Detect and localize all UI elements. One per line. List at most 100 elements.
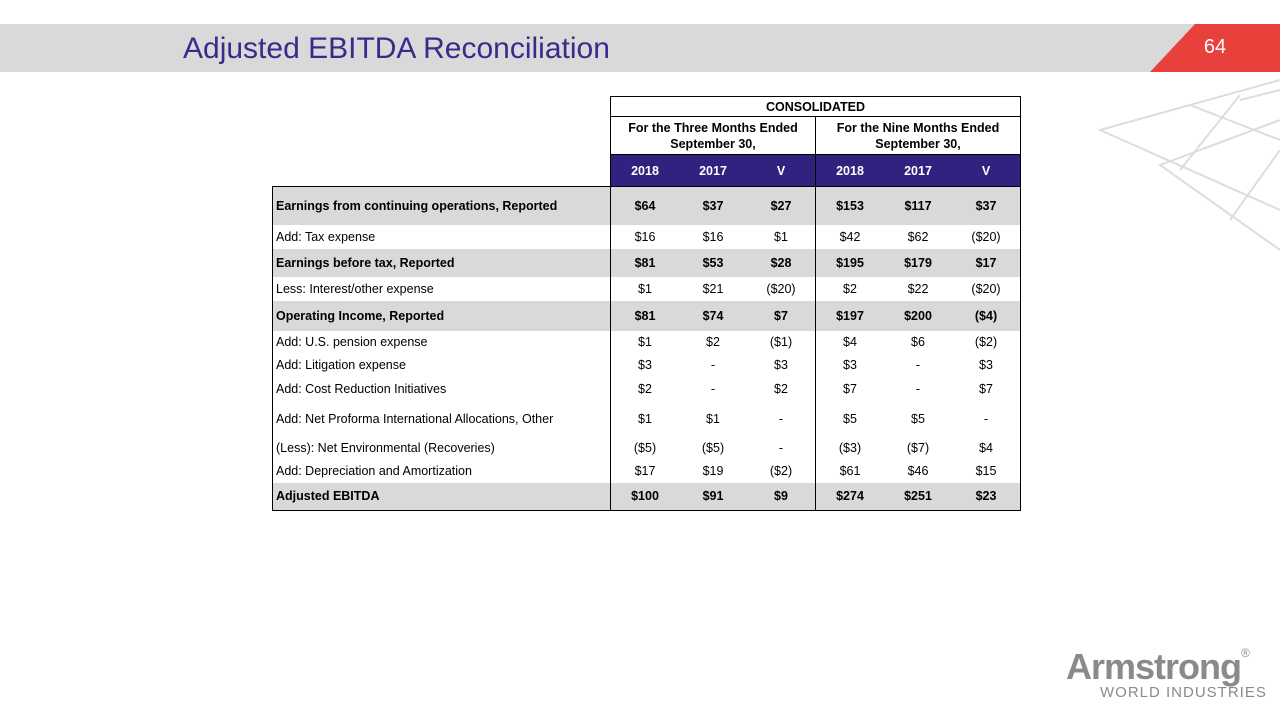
value-cell: $42 [839, 229, 861, 244]
value-cell: $1 [706, 411, 720, 426]
value-cell: $16 [702, 229, 724, 244]
value-cell: $4 [843, 334, 857, 349]
value-cell: $23 [952, 482, 1021, 511]
value-cell: $6 [911, 334, 925, 349]
value-cell: $81 [610, 248, 679, 277]
value-cell: ($5) [633, 440, 657, 455]
column-header: 2018 [610, 154, 679, 187]
value-cell: $1 [638, 281, 652, 296]
column-header: 2017 [884, 154, 952, 187]
value-cell: ($3) [838, 440, 862, 455]
value-cell: $3 [638, 357, 652, 372]
table-row: Add: Depreciation and Amortization $17 $19… [272, 458, 1021, 483]
value-cell: $16 [634, 229, 656, 244]
column-header-row: 2018 2017 V 2018 2017 V [273, 154, 1021, 187]
value-cell: $274 [815, 482, 884, 511]
value-cell: $4 [952, 436, 1021, 459]
blank-cell [273, 97, 611, 117]
table-row: Add: Net Proforma International Allocati… [272, 400, 1021, 437]
value-cell: $74 [679, 300, 747, 331]
value-cell: $64 [610, 186, 679, 225]
value-cell: $27 [747, 186, 816, 225]
value-cell: $197 [815, 300, 884, 331]
period-header: For the Nine Months Ended September 30, [815, 116, 1021, 155]
row-label: Add: Depreciation and Amortization [272, 458, 611, 483]
column-header: V [747, 154, 816, 187]
value-cell: - [952, 400, 1021, 437]
table-row: Earnings from continuing operations, Rep… [272, 186, 1021, 225]
value-cell: - [710, 357, 716, 372]
row-label: Earnings before tax, Reported [272, 248, 611, 277]
table-row: Earnings before tax, Reported $81 $53 $28 $1… [272, 248, 1021, 277]
value-cell: $15 [952, 458, 1021, 483]
value-cell: $81 [610, 300, 679, 331]
value-cell: ($2) [747, 458, 816, 483]
value-cell: $195 [815, 248, 884, 277]
header-row: CONSOLIDATED [273, 96, 1021, 117]
column-header: V [952, 154, 1021, 187]
value-cell: $200 [884, 300, 952, 331]
value-cell: - [915, 381, 921, 396]
value-cell: $17 [634, 463, 656, 478]
value-cell: $3 [843, 357, 857, 372]
logo: Armstrong® WORLD INDUSTRIES [1066, 646, 1267, 701]
value-cell: ($20) [952, 224, 1021, 249]
row-label: Operating Income, Reported [272, 300, 611, 331]
value-cell: $37 [952, 186, 1021, 225]
blank-cell [273, 117, 611, 155]
table-row: Adjusted EBITDA $100 $91 $9 $274 $251 $23 [272, 482, 1021, 511]
value-cell: ($7) [906, 440, 930, 455]
value-cell: ($1) [747, 330, 816, 353]
value-cell: $61 [839, 463, 861, 478]
value-cell: $91 [679, 482, 747, 511]
value-cell: ($20) [747, 276, 816, 301]
value-cell: $5 [911, 411, 925, 426]
header-row: For the Three Months Ended September 30,… [273, 116, 1021, 155]
grid-decoration [1097, 79, 1280, 251]
value-cell: - [710, 381, 716, 396]
page-number: 64 [1203, 36, 1227, 58]
value-cell: $5 [843, 411, 857, 426]
table-row: Add: U.S. pension expense $1 $2 ($1) $4 $6 ($2… [272, 330, 1021, 353]
row-label: Adjusted EBITDA [272, 482, 611, 511]
value-cell: $1 [638, 411, 652, 426]
value-cell: $28 [747, 248, 816, 277]
column-header: 2018 [815, 154, 884, 187]
value-cell: $1 [747, 224, 816, 249]
row-label: Add: Net Proforma International Allocati… [272, 400, 611, 437]
value-cell: - [915, 357, 921, 372]
value-cell: $7 [747, 300, 816, 331]
value-cell: $37 [679, 186, 747, 225]
value-cell: $46 [907, 463, 929, 478]
group-header: CONSOLIDATED [610, 96, 1021, 117]
value-cell: $153 [815, 186, 884, 225]
logo-name: Armstrong [1066, 646, 1242, 687]
value-cell: $7 [843, 381, 857, 396]
blank-cell [273, 155, 611, 187]
value-cell: ($20) [952, 276, 1021, 301]
value-cell: $22 [907, 281, 929, 296]
table-row: (Less): Net Environmental (Recoveries) ($… [272, 436, 1021, 459]
logo-tagline: WORLD INDUSTRIES [1100, 684, 1267, 701]
value-cell: $2 [843, 281, 857, 296]
table-row: Less: Interest/other expense $1 $21 ($20) $2… [272, 276, 1021, 301]
value-cell: $179 [884, 248, 952, 277]
table-row: Add: Cost Reduction Initiatives $2 - $2 $7 - $… [272, 376, 1021, 401]
title-bar [0, 24, 1280, 72]
row-label: Less: Interest/other expense [272, 276, 611, 301]
page-badge [1150, 24, 1280, 72]
value-cell: $1 [638, 334, 652, 349]
value-cell: $2 [706, 334, 720, 349]
column-header: 2017 [679, 154, 747, 187]
value-cell: $100 [610, 482, 679, 511]
value-cell: $17 [952, 248, 1021, 277]
value-cell: $9 [747, 482, 816, 511]
value-cell: $3 [952, 352, 1021, 377]
reconciliation-table: CONSOLIDATED For the Three Months Ended S… [272, 96, 1021, 511]
value-cell: $3 [747, 352, 816, 377]
row-label: Earnings from continuing operations, Rep… [272, 186, 611, 225]
row-label: Add: Tax expense [272, 224, 611, 249]
value-cell: $53 [679, 248, 747, 277]
